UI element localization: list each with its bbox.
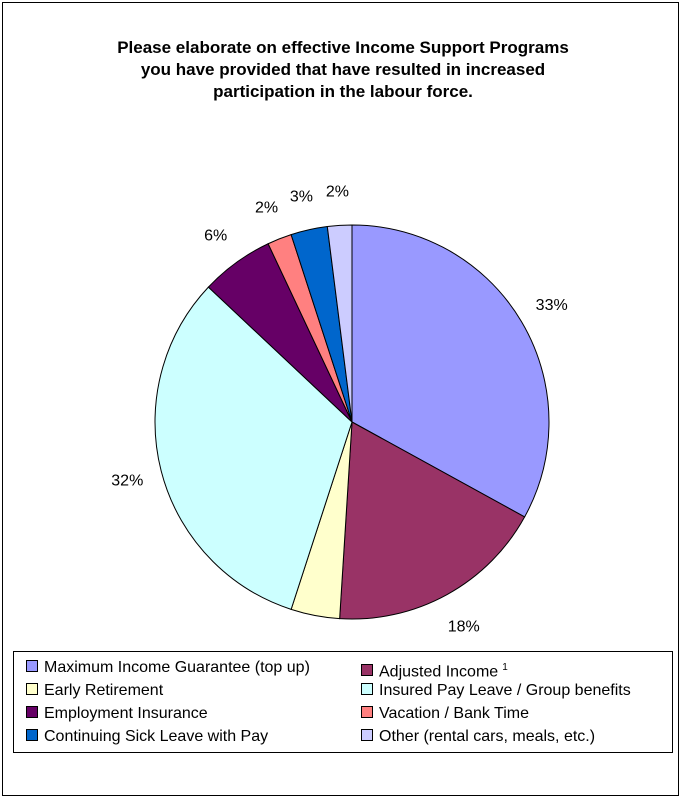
legend-item-1: Adjusted Income 1 [361, 658, 508, 682]
legend-label-5: Vacation / Bank Time [379, 705, 529, 722]
chart-title-line-3: participation in the labour force. [213, 82, 473, 101]
pie-chart: 33%18%4%32%6%2%3%2% [111, 183, 568, 643]
chart-title-line-2: you have provided that have resulted in … [140, 60, 546, 79]
data-label-5: 2% [255, 199, 278, 216]
pie-slice-7 [326, 224, 353, 423]
legend-label-0: Maximum Income Guarantee (top up) [44, 659, 310, 676]
legend-item-7: Other (rental cars, meals, etc.) [361, 727, 595, 747]
legend-item-2: Early Retirement [26, 681, 163, 701]
data-label-3: 32% [111, 473, 143, 490]
pie-slice-0 [351, 224, 550, 518]
legend-item-0: Maximum Income Guarantee (top up) [26, 658, 310, 678]
legend-item-4: Employment Insurance [26, 704, 208, 724]
legend-swatch-5 [361, 706, 373, 718]
chart-title: Please elaborate on effective Income Sup… [63, 37, 623, 103]
legend-label-7: Other (rental cars, meals, etc.) [379, 728, 596, 745]
legend-swatch-0 [26, 660, 38, 672]
legend-label-1: Adjusted Income [379, 663, 499, 681]
data-label-4: 6% [204, 227, 227, 244]
legend-footnote-1: 1 [502, 662, 508, 673]
legend-item-5: Vacation / Bank Time [361, 704, 529, 724]
legend-swatch-3 [361, 683, 373, 695]
legend-label-2: Early Retirement [44, 682, 164, 699]
legend-item-6: Continuing Sick Leave with Pay [26, 727, 268, 747]
legend-swatch-4 [26, 706, 38, 718]
legend-label-4: Employment Insurance [44, 705, 208, 722]
legend-swatch-7 [361, 729, 373, 741]
data-label-1: 18% [448, 618, 480, 635]
legend-label-6: Continuing Sick Leave with Pay [44, 728, 269, 745]
legend-swatch-2 [26, 683, 38, 695]
chart-legend: Maximum Income Guarantee (top up) Adjuste… [13, 651, 673, 753]
data-label-6: 3% [290, 189, 313, 206]
data-label-0: 33% [536, 297, 568, 314]
pie-slice-3 [154, 286, 353, 610]
legend-label-3: Insured Pay Leave / Group benefits [379, 682, 631, 699]
legend-swatch-6 [26, 729, 38, 741]
legend-swatch-1 [361, 664, 373, 677]
data-label-7: 2% [326, 183, 349, 200]
pie-slice-1 [339, 421, 526, 620]
chart-title-line-1: Please elaborate on effective Income Sup… [117, 38, 569, 57]
legend-item-3: Insured Pay Leave / Group benefits [361, 681, 631, 701]
